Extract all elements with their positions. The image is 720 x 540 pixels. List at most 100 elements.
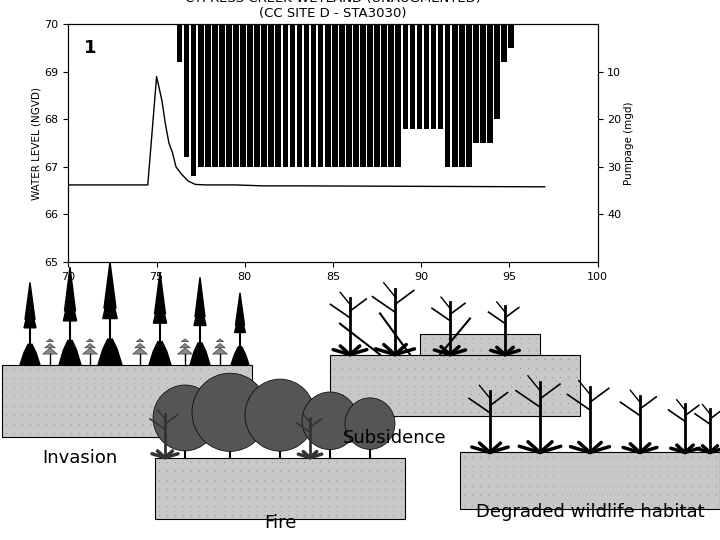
Point <box>522 390 534 399</box>
Point <box>515 501 526 509</box>
Point <box>153 475 165 484</box>
Point <box>384 354 396 363</box>
Point <box>629 452 641 461</box>
Point <box>371 457 382 466</box>
Point <box>161 429 173 437</box>
Point <box>530 334 541 342</box>
Point <box>344 381 356 390</box>
Point <box>32 420 44 428</box>
Point <box>662 452 673 461</box>
Point <box>505 363 517 372</box>
Point <box>653 491 665 500</box>
Point <box>498 334 510 342</box>
Bar <box>276 24 281 167</box>
Point <box>629 471 641 480</box>
Point <box>170 364 181 373</box>
Point <box>113 392 125 401</box>
Point <box>369 381 380 390</box>
Point <box>662 501 673 509</box>
Point <box>498 363 509 372</box>
Point <box>234 383 246 391</box>
Point <box>694 452 706 461</box>
Point <box>49 410 60 419</box>
Point <box>226 410 238 419</box>
Point <box>234 502 246 511</box>
Point <box>242 383 253 391</box>
Point <box>89 429 101 437</box>
Bar <box>198 24 204 167</box>
Point <box>121 401 132 410</box>
Point <box>393 399 405 408</box>
Point <box>505 399 517 408</box>
Point <box>613 501 624 509</box>
Point <box>161 364 173 373</box>
Point <box>186 364 197 373</box>
Point <box>290 475 302 484</box>
Point <box>202 457 213 466</box>
Point <box>178 392 189 401</box>
Bar <box>494 24 500 119</box>
Point <box>702 501 714 509</box>
Point <box>170 392 181 401</box>
Point <box>121 392 132 401</box>
Point <box>425 363 436 372</box>
Point <box>97 429 109 437</box>
Point <box>226 420 238 428</box>
Point <box>384 390 396 399</box>
Point <box>81 383 92 391</box>
Point <box>384 381 396 390</box>
Point <box>369 372 380 381</box>
Point <box>210 502 221 511</box>
Point <box>113 374 125 382</box>
Point <box>409 381 420 390</box>
Point <box>710 491 720 500</box>
Point <box>40 410 52 419</box>
Polygon shape <box>83 348 97 354</box>
Point <box>490 372 501 381</box>
Point <box>482 462 494 470</box>
Point <box>530 408 541 416</box>
Point <box>355 475 366 484</box>
Point <box>441 363 453 372</box>
Point <box>605 481 616 490</box>
Point <box>645 501 657 509</box>
Point <box>465 408 477 416</box>
Bar <box>487 24 492 143</box>
Polygon shape <box>85 343 95 348</box>
Bar <box>226 24 232 167</box>
Bar <box>460 453 720 509</box>
Point <box>433 381 445 390</box>
Point <box>145 410 157 419</box>
Point <box>298 467 310 475</box>
Point <box>242 484 253 493</box>
Point <box>425 381 436 390</box>
Point <box>442 334 454 342</box>
Point <box>274 484 286 493</box>
Point <box>130 410 141 419</box>
Point <box>73 401 84 410</box>
Point <box>210 401 222 410</box>
Point <box>596 491 608 500</box>
Point <box>458 334 469 342</box>
Point <box>562 390 574 399</box>
Point <box>387 457 399 466</box>
Point <box>621 481 632 490</box>
Point <box>97 401 109 410</box>
Point <box>353 381 364 390</box>
Point <box>409 372 420 381</box>
Point <box>441 372 453 381</box>
Point <box>457 408 469 416</box>
Point <box>522 354 534 363</box>
Point <box>274 502 286 511</box>
Point <box>588 471 600 480</box>
Point <box>307 467 318 475</box>
Point <box>194 420 205 428</box>
Point <box>250 502 261 511</box>
Bar <box>417 24 422 129</box>
Point <box>186 493 197 502</box>
Polygon shape <box>194 299 206 326</box>
Point <box>678 481 689 490</box>
Point <box>474 354 485 363</box>
Point <box>234 475 246 484</box>
Point <box>0 364 12 373</box>
